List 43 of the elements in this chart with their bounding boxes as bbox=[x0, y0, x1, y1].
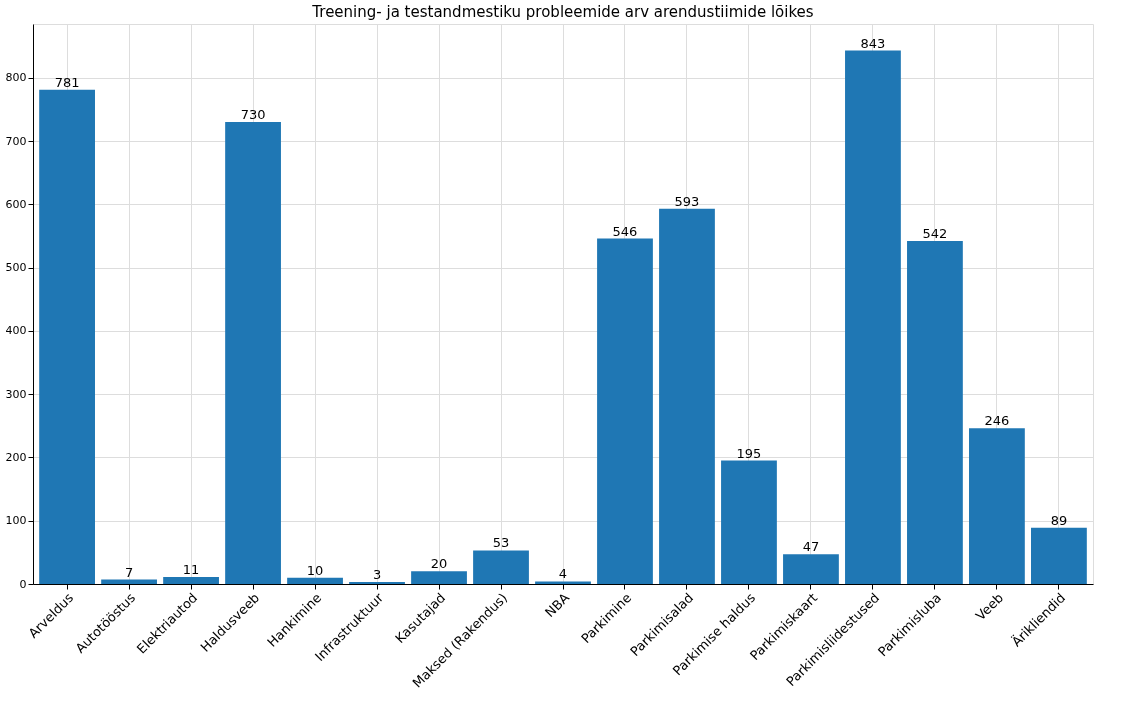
bar bbox=[39, 89, 95, 584]
data-label: 246 bbox=[984, 413, 1010, 429]
bar bbox=[845, 50, 901, 584]
y-tick-label: 800 bbox=[5, 71, 27, 85]
data-label: 730 bbox=[240, 107, 266, 123]
bar bbox=[783, 554, 839, 584]
y-tick-label: 0 bbox=[19, 577, 27, 591]
y-tick-label: 700 bbox=[5, 134, 27, 148]
data-label: 546 bbox=[612, 223, 638, 239]
bar bbox=[287, 577, 343, 584]
y-tick-label: 600 bbox=[5, 197, 27, 211]
y-tick-label: 100 bbox=[5, 514, 27, 528]
data-label: 593 bbox=[674, 193, 700, 209]
bar bbox=[659, 208, 715, 584]
data-label: 195 bbox=[736, 445, 762, 461]
bar bbox=[907, 241, 963, 584]
bar bbox=[411, 571, 467, 584]
y-tick-label: 500 bbox=[5, 261, 27, 275]
bar bbox=[721, 460, 777, 584]
data-label: 781 bbox=[54, 74, 80, 90]
data-label: 47 bbox=[802, 539, 820, 555]
bar bbox=[473, 550, 529, 584]
data-label: 53 bbox=[492, 535, 510, 551]
y-tick-label: 300 bbox=[5, 387, 27, 401]
data-label: 843 bbox=[860, 35, 886, 51]
y-tick-label: 200 bbox=[5, 450, 27, 464]
data-label: 3 bbox=[372, 567, 382, 583]
bar bbox=[969, 428, 1025, 584]
bar bbox=[101, 579, 157, 584]
data-label: 20 bbox=[430, 556, 448, 572]
data-label: 542 bbox=[922, 226, 948, 242]
bar bbox=[1031, 527, 1087, 584]
y-tick-label: 400 bbox=[5, 324, 27, 338]
data-label: 10 bbox=[306, 562, 324, 578]
data-label: 11 bbox=[182, 562, 200, 578]
data-label: 89 bbox=[1050, 512, 1068, 528]
bar bbox=[225, 122, 281, 584]
bar bbox=[535, 581, 591, 584]
data-label: 4 bbox=[558, 566, 568, 582]
data-label: 7 bbox=[124, 564, 134, 580]
bar bbox=[163, 577, 219, 584]
bar bbox=[597, 238, 653, 584]
chart-title: Treening- ja testandmestiku probleemide arv arendustiimide lõikes bbox=[311, 3, 814, 21]
